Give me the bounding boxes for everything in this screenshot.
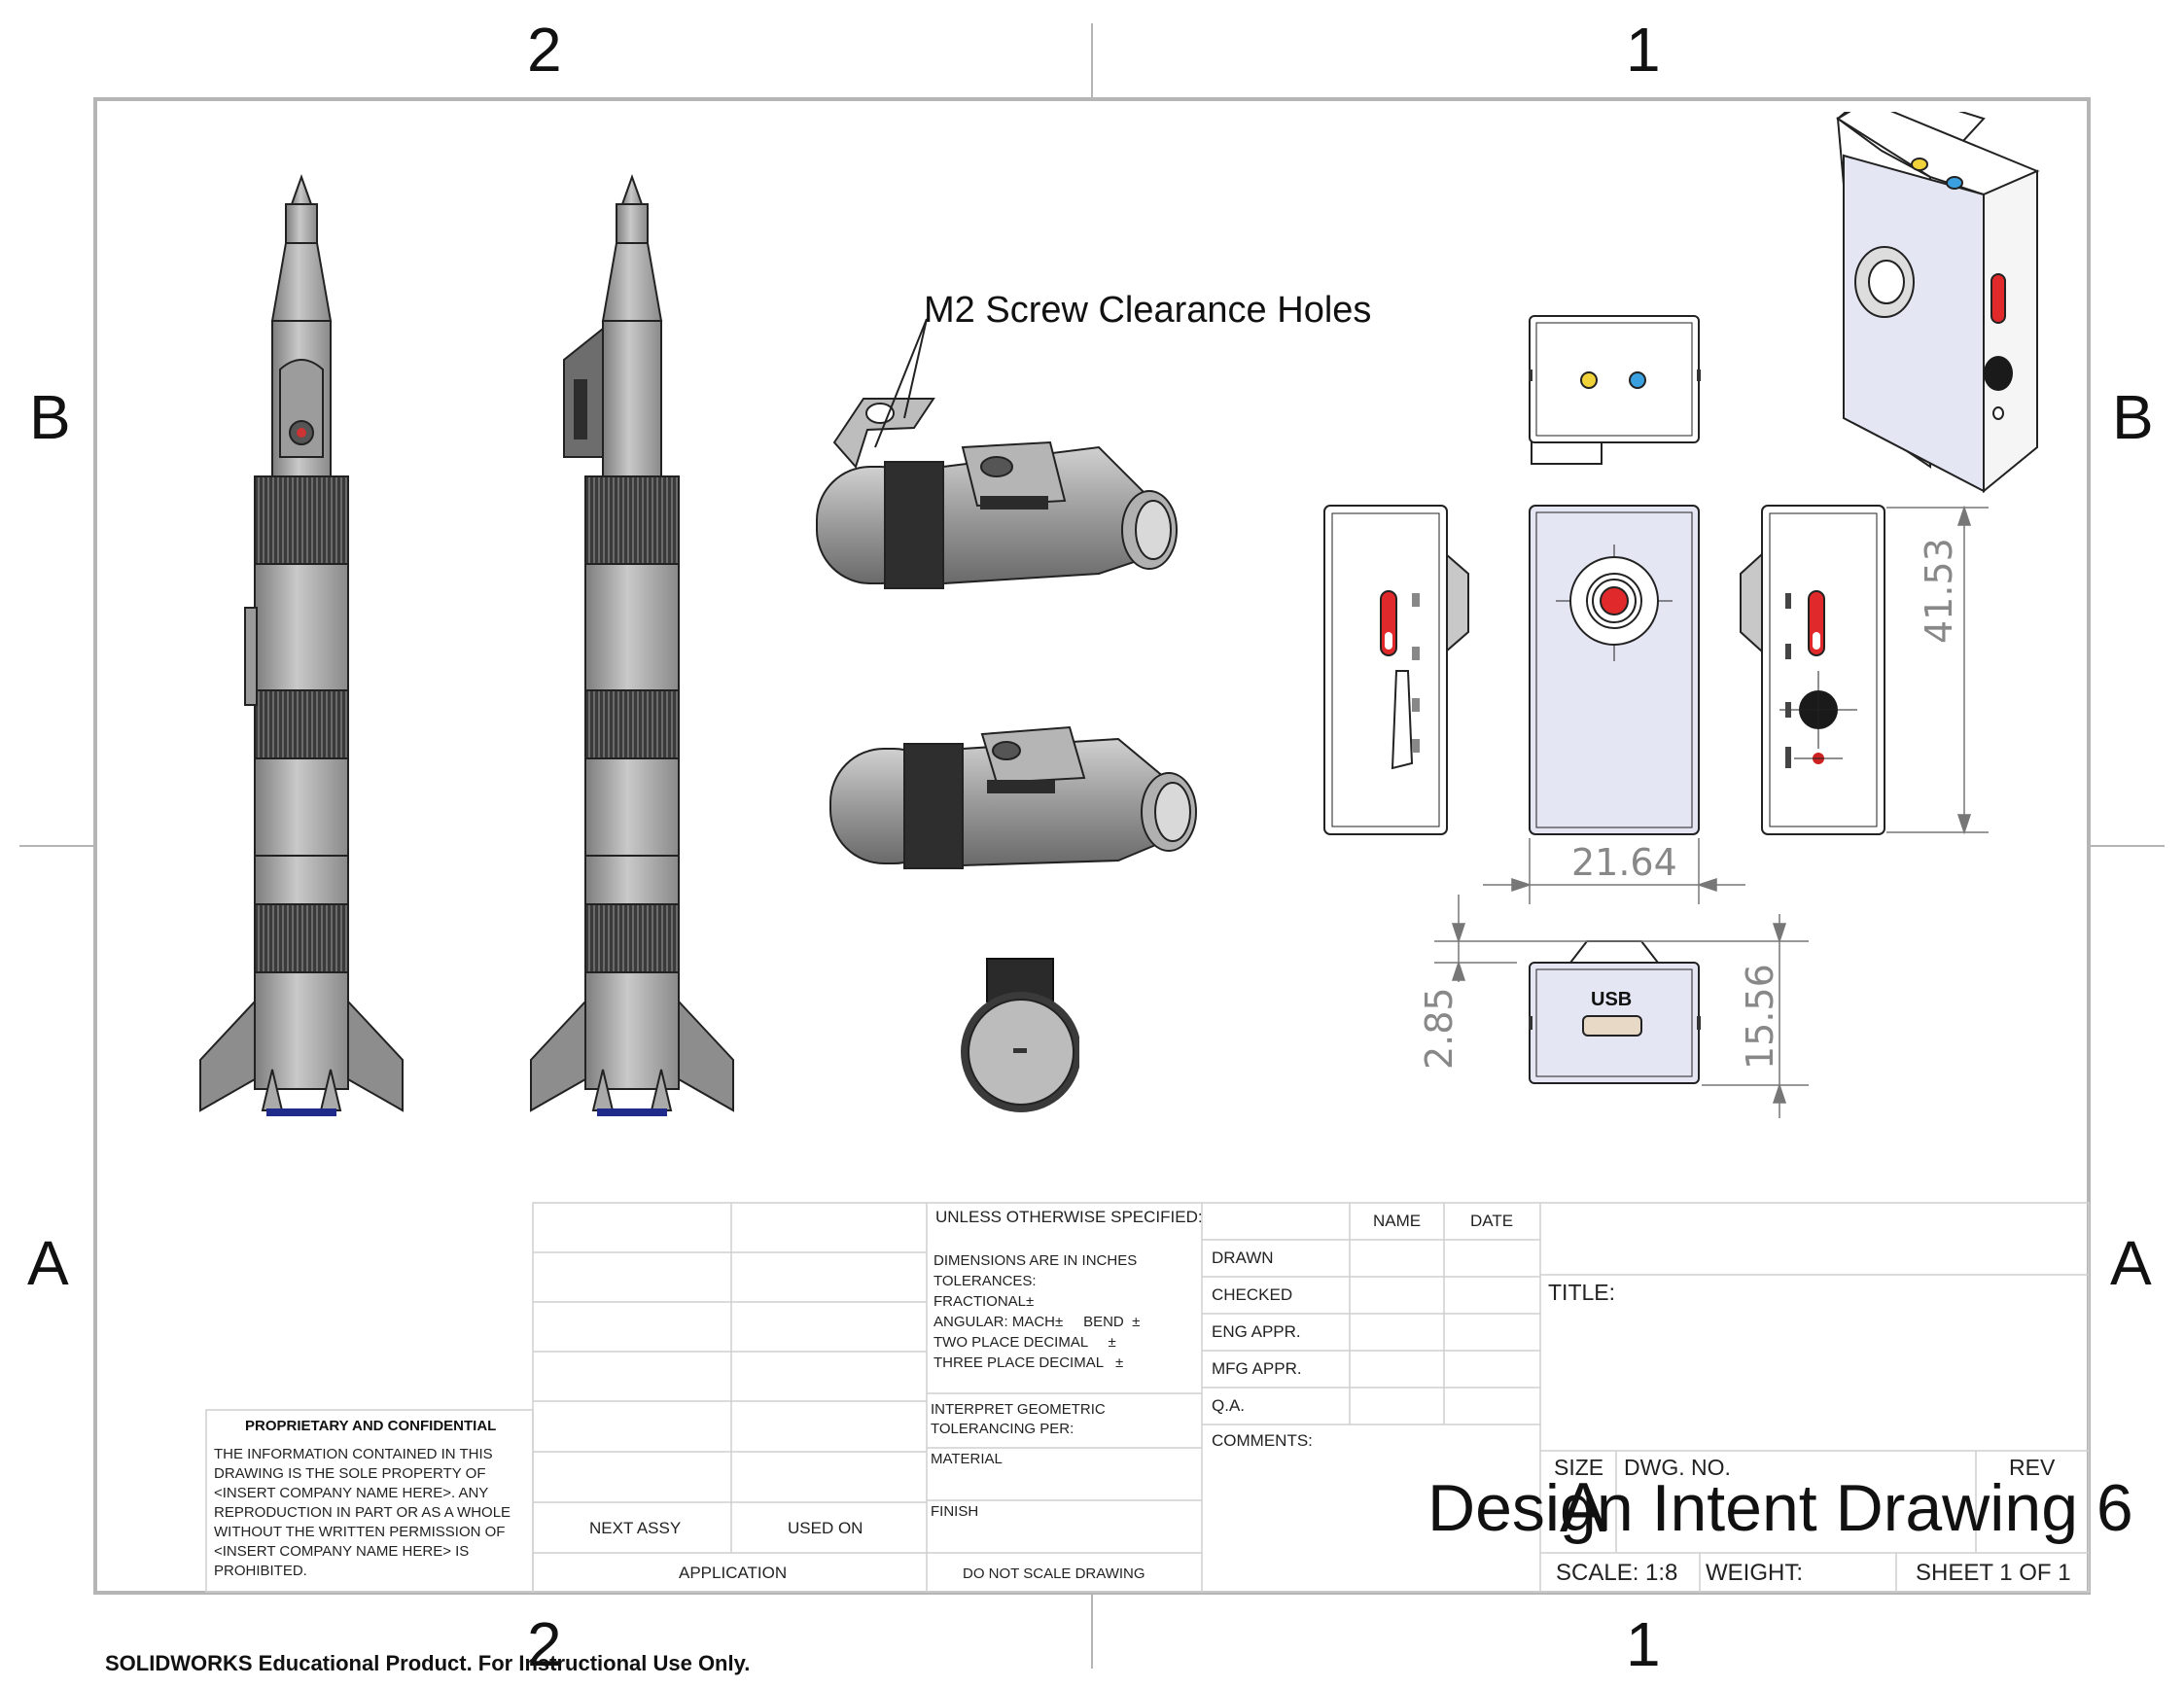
tolerance-line: ANGULAR: MACH± BEND ± [933, 1314, 1141, 1330]
zone-top-1: 1 [1626, 15, 1661, 85]
application-label: APPLICATION [679, 1564, 788, 1582]
callout-label: M2 Screw Clearance Holes [924, 290, 1372, 331]
proprietary-line: PROHIBITED. [214, 1563, 307, 1579]
callout-leader [874, 318, 928, 448]
title-label: TITLE: [1548, 1280, 1616, 1305]
case-orthographic-views [1323, 112, 2040, 1118]
proprietary-line: THE INFORMATION CONTAINED IN THIS [214, 1446, 493, 1462]
proprietary-line: DRAWING IS THE SOLE PROPERTY OF [214, 1465, 486, 1482]
rocket-side-view [530, 174, 734, 1116]
dimension-lines [1434, 505, 1989, 1118]
proprietary-line: REPRODUCTION IN PART OR AS A WHOLE [214, 1504, 511, 1521]
approval-checked: CHECKED [1212, 1285, 1293, 1304]
proprietary-line: <INSERT COMPANY NAME HERE>. ANY [214, 1485, 489, 1501]
interpret-line: TOLERANCING PER: [931, 1421, 1074, 1437]
case-top-view [1529, 315, 1701, 465]
used-on-label: USED ON [788, 1519, 863, 1537]
proprietary-notice: THE INFORMATION CONTAINED IN THIS DRAWIN… [214, 1445, 511, 1581]
zone-right-B: B [2112, 382, 2154, 452]
case-bottom-view [1529, 940, 1701, 1084]
interpret-line: INTERPRET GEOMETRIC [931, 1401, 1106, 1418]
interpret-geometric: INTERPRET GEOMETRIC TOLERANCING PER: [931, 1400, 1106, 1439]
proprietary-heading: PROPRIETARY AND CONFIDENTIAL [245, 1418, 497, 1434]
proprietary-line: <INSERT COMPANY NAME HERE> IS [214, 1543, 470, 1560]
zone-bottom-2: 2 [527, 1609, 562, 1679]
case-right-side-view [1740, 505, 1885, 835]
approval-qa: Q.A. [1212, 1396, 1246, 1415]
camera-mount-end-view [961, 958, 1079, 1112]
tolerance-line: THREE PLACE DECIMAL ± [933, 1354, 1124, 1371]
do-not-scale-label: DO NOT SCALE DRAWING [963, 1565, 1145, 1582]
tolerance-line: DIMENSIONS ARE IN INCHES [933, 1252, 1138, 1269]
finish-label: FINISH [931, 1503, 979, 1520]
zone-left-B: B [29, 382, 71, 452]
dimension-width: 21.64 [1571, 841, 1677, 884]
date-column-header: DATE [1470, 1212, 1514, 1230]
camera-mount-iso-view-1 [816, 398, 1178, 589]
scale-label: SCALE: 1:8 [1556, 1560, 1678, 1586]
usb-port-label: USB [1591, 989, 1633, 1010]
approval-eng: ENG APPR. [1212, 1322, 1301, 1341]
material-label: MATERIAL [931, 1451, 1003, 1467]
weight-label: WEIGHT: [1706, 1560, 1803, 1586]
rev-label: REV [2009, 1455, 2056, 1480]
tolerance-line: FRACTIONAL± [933, 1293, 1035, 1310]
dwg-no-label: DWG. NO. [1624, 1455, 1731, 1480]
rocket-front-view [199, 174, 404, 1116]
approval-mfg: MFG APPR. [1212, 1359, 1302, 1378]
educational-watermark: SOLIDWORKS Educational Product. For Inst… [105, 1651, 751, 1675]
comments-label: COMMENTS: [1212, 1431, 1313, 1450]
case-left-side-view [1323, 505, 1469, 835]
drawing-title: Design Intent Drawing 6 [1427, 1471, 2133, 1545]
case-front-view [1529, 505, 1700, 835]
zone-top-2: 2 [527, 15, 562, 85]
next-assy-label: NEXT ASSY [589, 1519, 682, 1537]
case-isometric-view [1836, 112, 2040, 494]
tolerance-line: TOLERANCES: [933, 1273, 1037, 1289]
proprietary-line: WITHOUT THE WRITTEN PERMISSION OF [214, 1524, 506, 1540]
sheet-label: SHEET 1 OF 1 [1916, 1560, 2071, 1586]
tolerance-notes: DIMENSIONS ARE IN INCHES TOLERANCES: FRA… [933, 1250, 1140, 1373]
tolerance-line: TWO PLACE DECIMAL ± [933, 1334, 1116, 1351]
zone-right-A: A [2110, 1228, 2152, 1298]
unless-specified-label: UNLESS OTHERWISE SPECIFIED: [935, 1208, 1203, 1226]
approval-drawn: DRAWN [1212, 1248, 1274, 1267]
size-label: SIZE [1554, 1455, 1604, 1480]
name-column-header: NAME [1373, 1212, 1422, 1230]
camera-mount-iso-view-2 [829, 725, 1197, 869]
zone-left-A: A [27, 1228, 69, 1298]
size-value: A [1560, 1469, 1607, 1547]
zone-bottom-1: 1 [1626, 1609, 1661, 1679]
